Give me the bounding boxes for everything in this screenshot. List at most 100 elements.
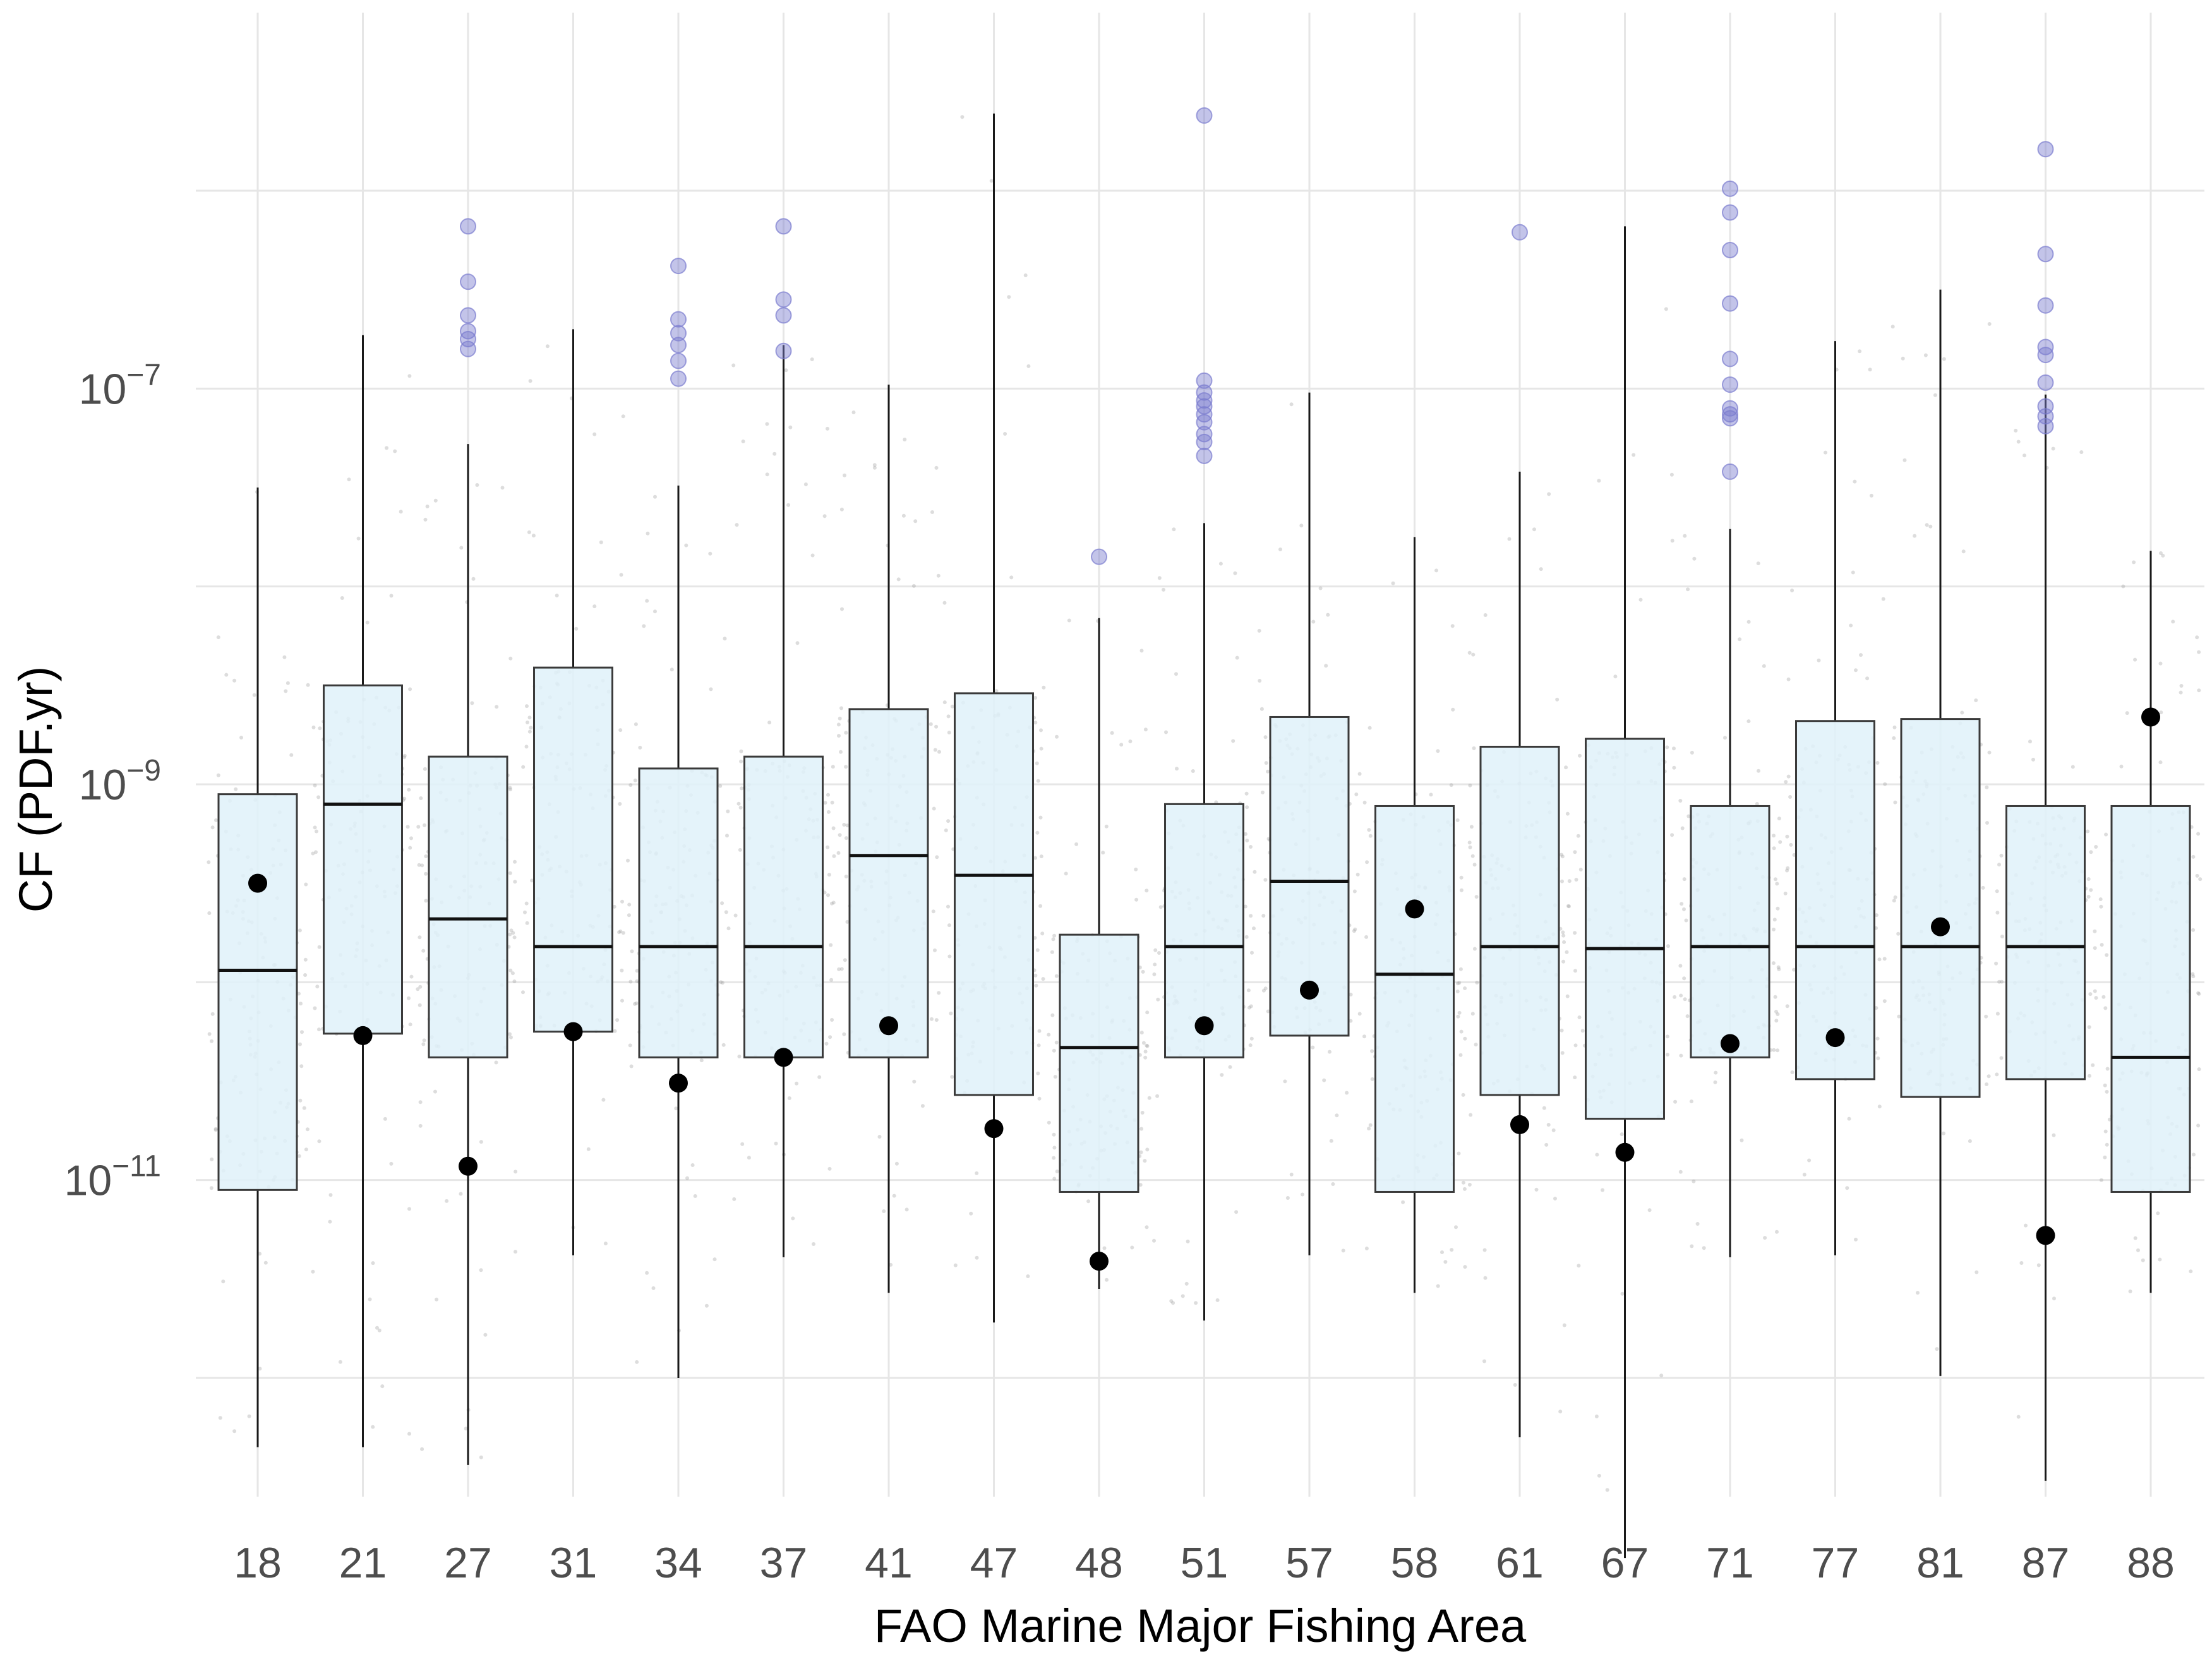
jitter-point <box>1774 1010 1778 1014</box>
jitter-point <box>1679 993 1683 998</box>
jitter-point <box>1249 1036 1254 1041</box>
jitter-point <box>930 1017 934 1021</box>
jitter-point <box>1789 842 1793 847</box>
jitter-point <box>408 687 412 691</box>
jitter-point <box>1925 523 1929 527</box>
jitter-point <box>1573 1043 1578 1048</box>
jitter-point <box>470 701 474 705</box>
jitter-point <box>1469 1113 1473 1117</box>
jitter-point <box>1875 761 1880 765</box>
jitter-point <box>1138 1183 1143 1187</box>
jitter-point <box>1672 746 1676 751</box>
mean-marker <box>2036 1226 2055 1245</box>
jitter-point <box>508 932 512 937</box>
jitter-point <box>1248 1043 1253 1048</box>
jitter-point <box>421 1042 426 1046</box>
jitter-point <box>1723 736 1727 740</box>
jitter-point <box>1995 911 2000 915</box>
box-87 <box>2005 805 2086 1080</box>
jitter-point <box>508 871 512 875</box>
x-tick-label: 37 <box>760 1539 808 1587</box>
jitter-point <box>424 854 428 858</box>
jitter-point <box>311 1269 315 1274</box>
outlier-point <box>1722 180 1738 197</box>
jitter-point <box>1458 967 1463 971</box>
jitter-point <box>592 432 597 436</box>
jitter-point <box>407 996 411 1000</box>
jitter-point <box>1038 815 1043 820</box>
jitter-point <box>1605 1488 1609 1492</box>
jitter-point <box>300 1030 304 1034</box>
jitter-point <box>1036 779 1040 783</box>
jitter-point <box>1244 791 1249 796</box>
jitter-point <box>1261 790 1265 794</box>
jitter-point <box>2191 928 2196 932</box>
jitter-point <box>2195 873 2199 878</box>
jitter-point <box>699 1058 704 1063</box>
outlier-point <box>670 352 687 369</box>
jitter-point <box>1436 1284 1440 1288</box>
jitter-point <box>418 1003 422 1007</box>
jitter-point <box>1367 828 1371 832</box>
jitter-point <box>2104 832 2108 837</box>
jitter-point <box>2099 904 2103 909</box>
box-77 <box>1795 720 1875 1080</box>
jitter-point <box>1472 746 1476 750</box>
jitter-point <box>313 1006 317 1010</box>
jitter-point <box>1463 1265 1467 1269</box>
jitter-point <box>1771 961 1776 966</box>
jitter-point <box>1153 962 1157 967</box>
jitter-point <box>527 715 532 720</box>
box-18 <box>217 793 298 1191</box>
box-71 <box>1690 805 1770 1058</box>
jitter-point <box>1544 1142 1549 1147</box>
jitter-point <box>418 985 423 989</box>
jitter-point <box>944 828 948 832</box>
jitter-point <box>1785 834 1789 839</box>
jitter-point <box>1783 891 1788 895</box>
jitter-point <box>620 998 624 1003</box>
jitter-point <box>1578 868 1583 871</box>
box-48 <box>1059 933 1139 1193</box>
jitter-point <box>620 968 624 973</box>
jitter-point <box>299 1064 304 1068</box>
jitter-point <box>843 473 846 477</box>
jitter-point <box>1469 825 1474 829</box>
jitter-point <box>633 778 637 782</box>
jitter-point <box>1916 1291 1920 1295</box>
jitter-point <box>1035 948 1040 952</box>
jitter-point <box>1278 548 1282 551</box>
jitter-point <box>1901 356 1905 361</box>
jitter-point <box>1659 1374 1664 1378</box>
jitter-point <box>726 926 731 931</box>
jitter-point <box>303 973 308 977</box>
jitter-point <box>247 1414 251 1418</box>
jitter-point <box>2098 897 2103 901</box>
jitter-point <box>836 851 841 855</box>
jitter-point <box>1847 1116 1851 1121</box>
jitter-point <box>524 745 529 749</box>
jitter-point <box>402 753 407 758</box>
jitter-point <box>787 1096 791 1100</box>
jitter-point <box>1786 677 1791 681</box>
jitter-point <box>1139 1150 1143 1154</box>
jitter-point <box>286 681 290 685</box>
jitter-point <box>2158 1257 2162 1262</box>
jitter-point <box>903 438 907 441</box>
jitter-point <box>1984 1014 1988 1019</box>
jitter-point <box>1483 613 1488 617</box>
jitter-point <box>840 607 844 611</box>
jitter-point <box>424 871 428 876</box>
jitter-point <box>621 931 625 935</box>
box-61 <box>1479 745 1560 1096</box>
jitter-point <box>826 793 830 797</box>
jitter-point <box>1890 325 1895 329</box>
jitter-point <box>1869 493 1873 498</box>
jitter-point <box>527 729 532 734</box>
jitter-point <box>767 721 772 725</box>
jitter-point <box>2089 850 2093 854</box>
jitter-point <box>712 1257 717 1262</box>
jitter-point <box>1851 570 1855 575</box>
jitter-point <box>629 1064 634 1068</box>
jitter-point <box>1555 697 1560 702</box>
